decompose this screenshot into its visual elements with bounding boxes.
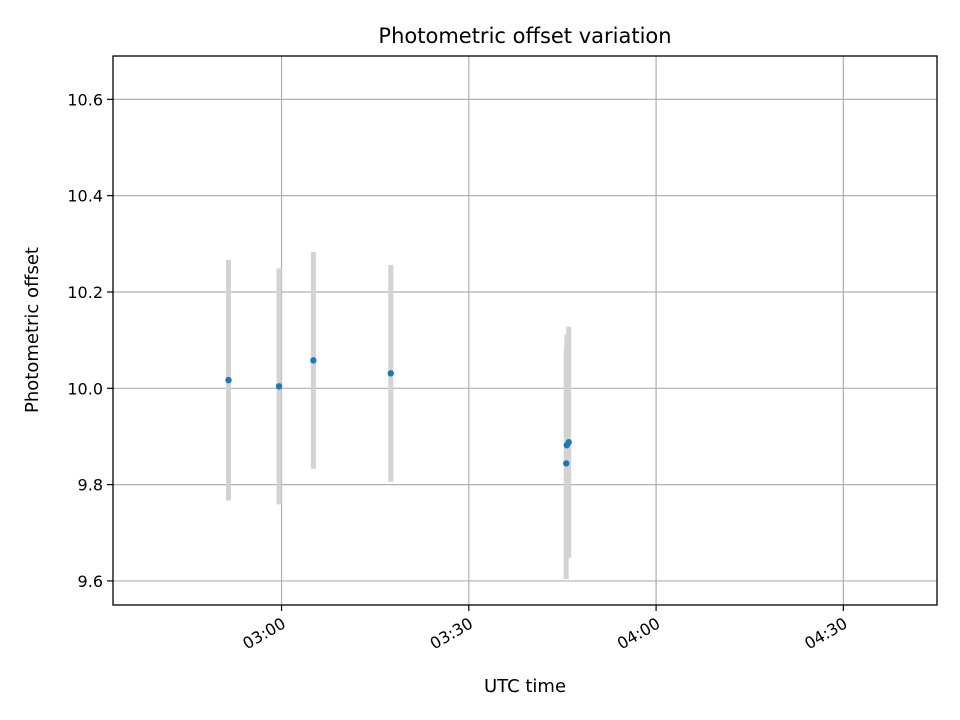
data-point [275, 383, 283, 390]
x-axis-label: UTC time [484, 676, 566, 697]
grid [113, 56, 937, 605]
y-axis-label: Photometric offset [22, 247, 43, 413]
data-points [225, 357, 572, 467]
data-point [310, 357, 317, 364]
y-tick-label: 10.6 [67, 90, 103, 109]
y-tick-label: 10.0 [67, 379, 103, 398]
y-tick-label: 9.6 [78, 572, 103, 591]
data-point [563, 460, 570, 467]
plot-frame [112, 55, 938, 606]
y-tick-label: 10.2 [67, 283, 103, 302]
y-tick-label: 9.8 [78, 476, 103, 495]
data-point [565, 439, 572, 446]
data-point [225, 376, 232, 384]
y-tick-label: 10.4 [67, 187, 103, 206]
data-point [387, 370, 394, 377]
chart-title: Photometric offset variation [378, 24, 671, 48]
